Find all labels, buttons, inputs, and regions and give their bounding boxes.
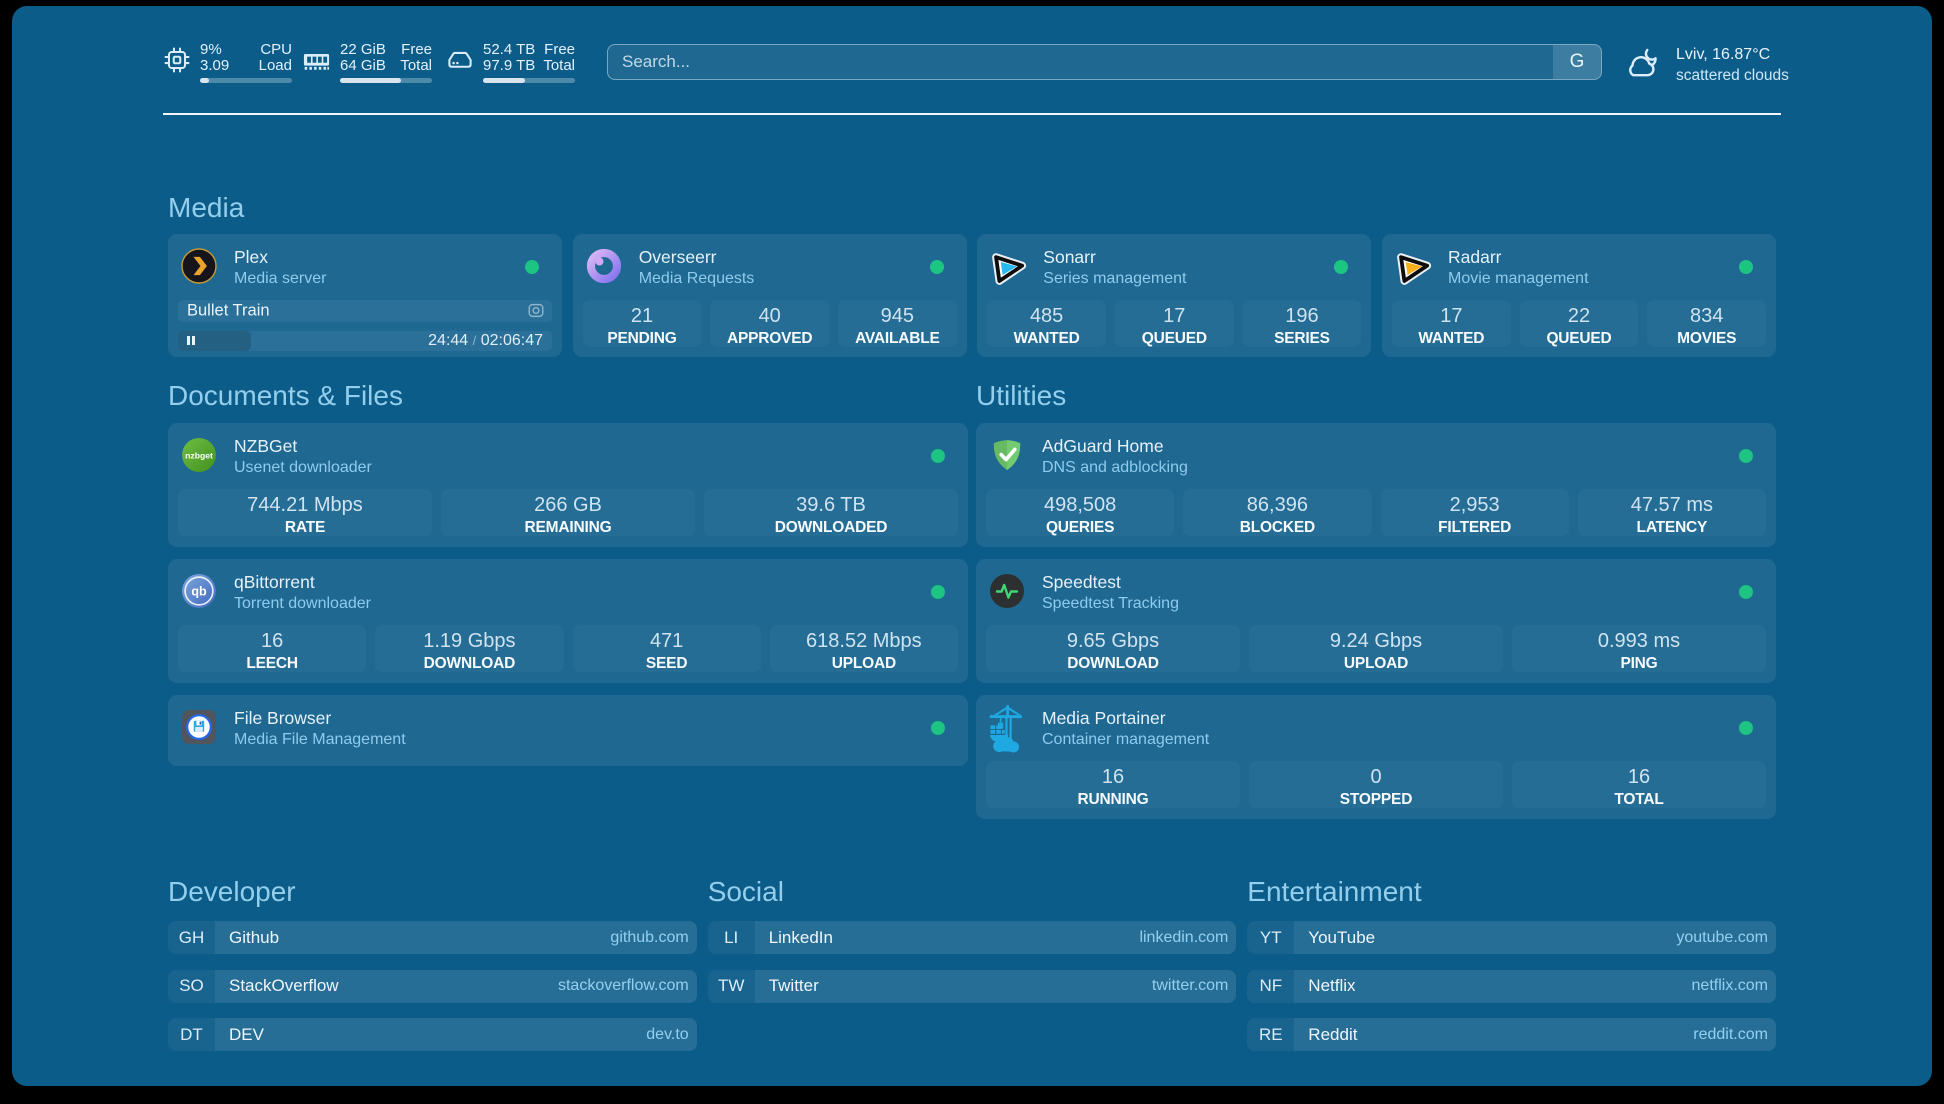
svg-text:nzbget: nzbget bbox=[185, 450, 213, 460]
svg-text:qb: qb bbox=[191, 585, 207, 599]
